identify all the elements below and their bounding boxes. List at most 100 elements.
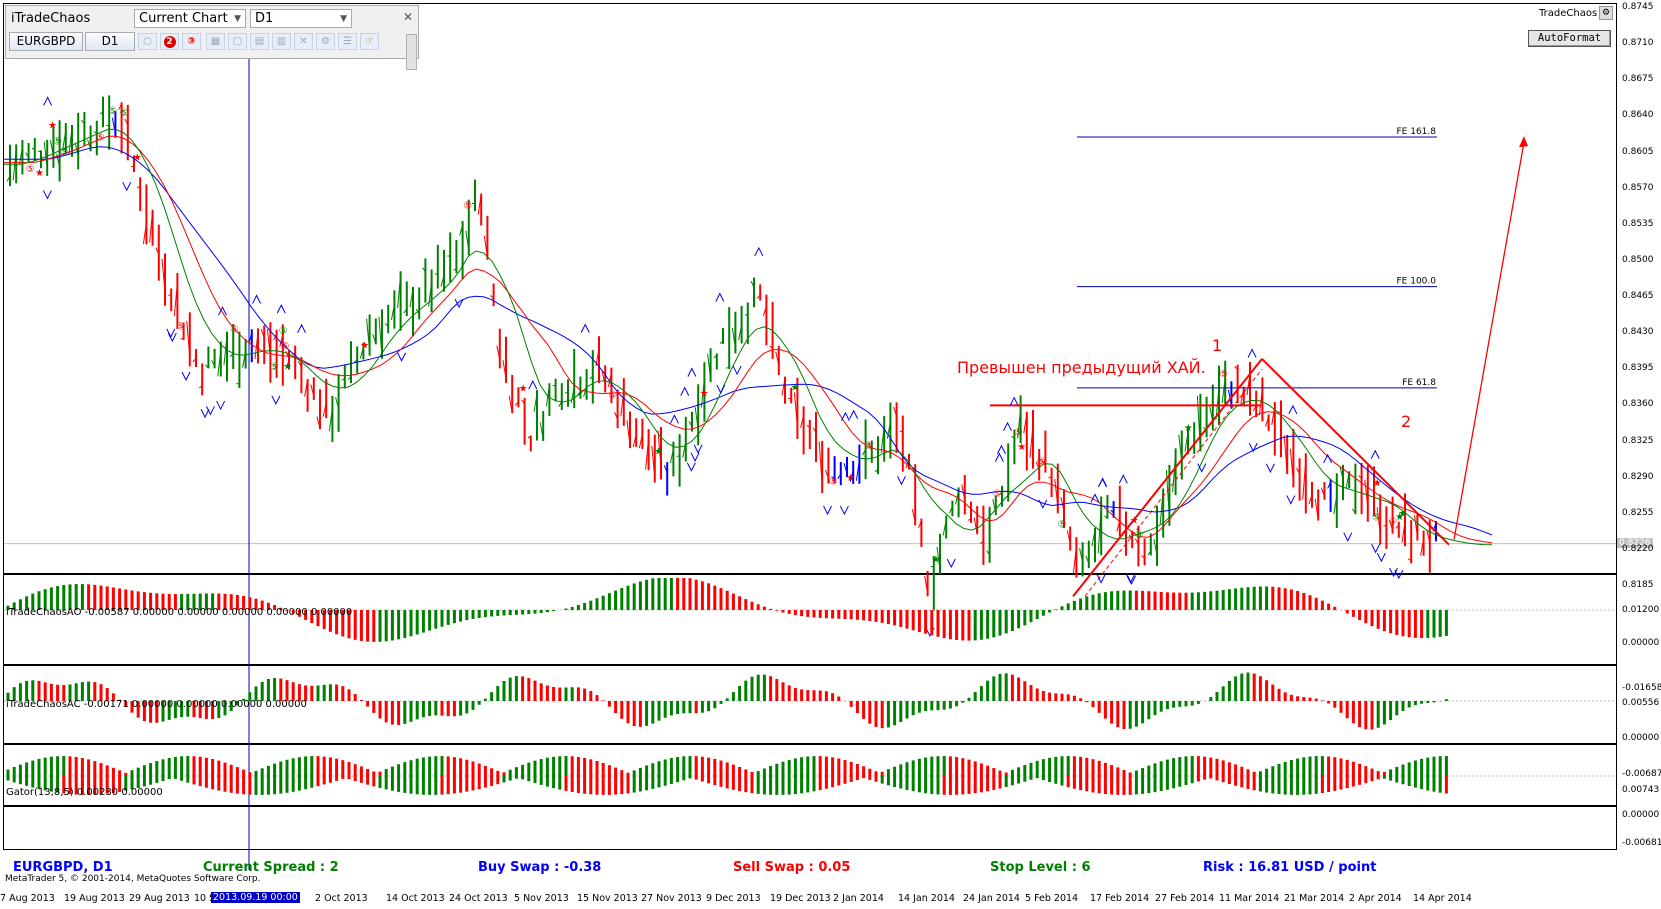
price-bar-open	[855, 460, 860, 481]
time-label: 9 Dec 2013	[706, 893, 761, 904]
price-bar-open	[173, 282, 178, 317]
price-bar-open	[738, 324, 743, 341]
price-bar-open	[192, 357, 197, 363]
signal-icon: ⑤	[463, 201, 472, 212]
circle-3-icon[interactable]: ③	[182, 33, 201, 50]
chart-select[interactable]: Current Chart ▼	[134, 9, 246, 28]
fractal-down-icon	[167, 332, 177, 343]
status-spread: Current Spread : 2	[203, 860, 339, 875]
fractal-up-icon	[680, 386, 690, 396]
price-bar-open	[1395, 524, 1400, 529]
fractal-down-icon	[732, 365, 742, 376]
fractal-down-icon	[1248, 442, 1258, 453]
price-bar-open	[266, 329, 271, 358]
time-label: 27 Nov 2013	[641, 893, 702, 904]
square-icon[interactable]: ▢	[228, 33, 247, 50]
price-bar-open	[477, 194, 482, 215]
fractal-up-icon	[715, 292, 725, 302]
ao-panel[interactable]	[3, 574, 1617, 665]
timeframe-button[interactable]: D1	[85, 32, 135, 51]
fractal-down-icon	[271, 395, 281, 406]
price-bar-open	[1314, 498, 1319, 520]
status-panel	[3, 806, 1617, 850]
price-label: 0.8710	[1622, 38, 1654, 49]
circle-1-icon[interactable]: ○	[138, 33, 157, 50]
wave-1-dashed-line	[1084, 368, 1263, 597]
signal-icon: ⑤	[119, 108, 128, 119]
fractal-up-icon	[1009, 396, 1019, 406]
timeframe-select[interactable]: D1 ▼	[250, 9, 352, 28]
price-bar-open	[111, 117, 116, 135]
price-bar-open	[502, 360, 507, 379]
price-bar-open	[589, 375, 594, 380]
price-bar-open	[217, 350, 222, 377]
fractal-down-icon	[716, 384, 726, 395]
price-bar-open	[880, 425, 885, 453]
price-bar-open	[310, 384, 315, 397]
buy-swap-label: Buy Swap :	[478, 860, 560, 875]
bars-icon[interactable]: ▤	[250, 33, 269, 50]
list-icon[interactable]: ☰	[338, 33, 357, 50]
fractal-down-icon	[42, 190, 52, 200]
price-bar-open	[316, 416, 321, 429]
circle-2-icon[interactable]: 2	[160, 33, 179, 50]
price-bar-open	[18, 147, 23, 165]
signal-icon: ⑤	[108, 106, 117, 117]
price-bar-open	[1345, 472, 1350, 488]
signal-icon: ⑤	[26, 164, 35, 175]
price-label: 0.8675	[1622, 74, 1654, 85]
price-bar-open	[1072, 546, 1077, 574]
spread-value: 2	[329, 860, 339, 875]
time-label: 27 Feb 2014	[1155, 893, 1215, 904]
price-bar-open	[713, 355, 718, 358]
projection-line	[1453, 142, 1525, 540]
price-bar-open	[775, 351, 780, 366]
chevron-down-icon: ▼	[234, 14, 241, 24]
price-bar-open	[136, 185, 141, 189]
wave-1-line	[1072, 358, 1263, 597]
fractal-down-icon	[1376, 552, 1386, 563]
fractal-up-icon	[997, 444, 1006, 454]
price-bar-open	[465, 230, 470, 251]
close-icon[interactable]: ✕	[403, 10, 414, 24]
autoformat-button[interactable]: AutoFormat	[1528, 30, 1611, 47]
price-bar-open	[1401, 521, 1406, 543]
signal-icon: ★	[791, 383, 800, 394]
price-bar-open	[831, 476, 835, 480]
symbol-button[interactable]: EURGBPD	[9, 32, 83, 51]
price-bar-open	[1153, 539, 1158, 556]
signal-icon: ★	[1395, 512, 1404, 523]
toolbar-scrollbar[interactable]	[406, 34, 417, 70]
fe-level-label: FE 161.8	[1397, 127, 1437, 137]
price-bar-open	[1172, 453, 1177, 493]
price-bar-open	[161, 258, 166, 292]
gear-icon[interactable]: ⚙	[316, 33, 335, 50]
price-bar-open	[762, 306, 767, 316]
fractal-down-icon	[839, 505, 849, 516]
price-label: 0.8360	[1622, 399, 1654, 410]
gear-icon[interactable]: ⚙	[1599, 6, 1613, 20]
time-label: 14 Jan 2014	[898, 893, 955, 904]
price-label: 0.8226	[1617, 537, 1653, 548]
chart-icon[interactable]: ▥	[272, 33, 291, 50]
price-bar-open	[1110, 509, 1114, 514]
price-bar-open	[521, 399, 526, 405]
signal-icon: ★	[654, 446, 663, 457]
price-label: 0.8325	[1622, 435, 1654, 446]
signal-icon: ⑤	[1037, 457, 1046, 468]
cross-icon[interactable]: ✕	[294, 33, 313, 50]
grid-icon[interactable]: ▦	[206, 33, 225, 50]
risk-label: Risk :	[1203, 860, 1244, 875]
time-label: 19 Dec 2013	[770, 893, 831, 904]
price-bar-open	[1308, 494, 1313, 504]
price-bar-open	[1289, 448, 1294, 484]
hand-icon[interactable]: ☞	[360, 33, 379, 50]
price-bar-open	[390, 304, 395, 320]
time-label: 2 Apr 2014	[1349, 893, 1402, 904]
price-label: 0.8605	[1622, 146, 1654, 157]
fractal-up-icon	[1247, 348, 1257, 358]
price-bar-open	[43, 141, 48, 170]
price-bar-open	[99, 111, 104, 115]
price-bar-open	[1091, 529, 1096, 547]
